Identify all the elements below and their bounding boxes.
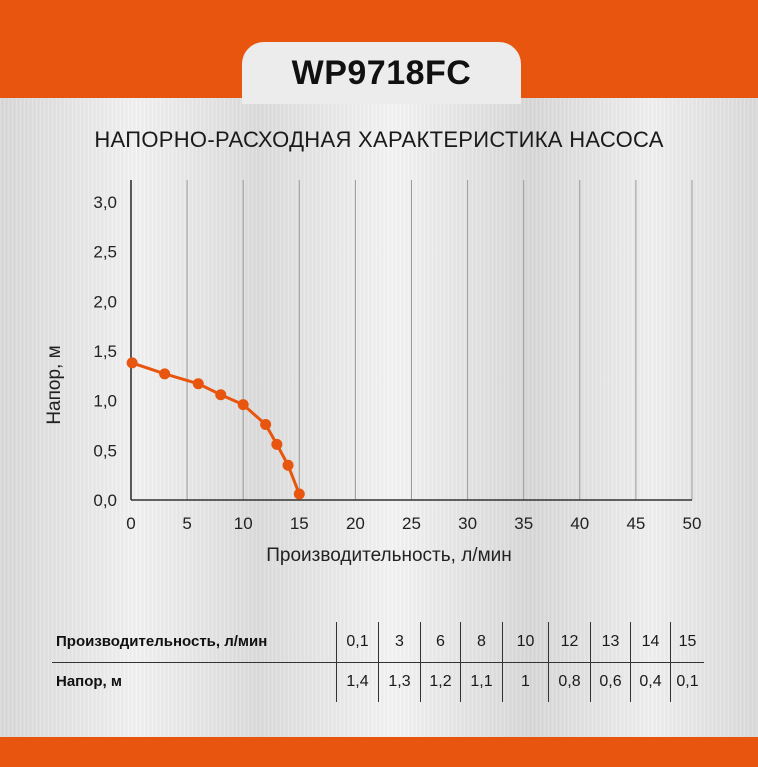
table-cell: 8	[460, 622, 502, 662]
table-row-label: Производительность, л/мин	[56, 633, 268, 650]
x-tick-label: 0	[126, 514, 135, 533]
table-cell: 0,1	[670, 662, 704, 702]
y-axis-label: Напор, м	[44, 345, 65, 424]
x-axis-label: Производительность, л/мин	[266, 545, 512, 566]
data-point	[271, 438, 283, 450]
table-cell: 0,6	[590, 662, 630, 702]
y-tick-label: 0,5	[93, 441, 117, 460]
y-tick-label: 1,5	[93, 342, 117, 361]
table-cell: 13	[590, 622, 630, 662]
y-tick-label: 1,0	[93, 392, 117, 411]
table-cell: 0,4	[630, 662, 670, 702]
table-row-flow: Производительность, л/мин 0,1 3 6 8 10 1…	[52, 622, 704, 662]
bottom-brand-band	[0, 737, 758, 767]
x-tick-label: 35	[514, 514, 533, 533]
table-cell: 15	[670, 622, 704, 662]
performance-table: Производительность, л/мин 0,1 3 6 8 10 1…	[52, 622, 704, 702]
grid-layer	[186, 180, 693, 500]
data-point	[282, 459, 294, 471]
table-cell: 1	[502, 662, 548, 702]
table-cell: 1,1	[460, 662, 502, 702]
series-layer	[126, 357, 305, 500]
table-cell: 10	[502, 622, 548, 662]
table-cell: 0,1	[336, 622, 378, 662]
data-point	[159, 368, 171, 380]
table-cell: 1,2	[420, 662, 460, 702]
data-point	[237, 399, 249, 411]
model-title: WP9718FC	[242, 42, 521, 104]
axis-layer: 0 5 10 15 20 25 30 35 40 45 50 0,0 0,5 1,0 1,5 2,0 2,5 3,…	[93, 180, 701, 533]
brushed-metal-panel	[0, 98, 758, 737]
x-tick-label: 45	[626, 514, 645, 533]
x-tick-label: 10	[234, 514, 253, 533]
table-row-label: Напор, м	[56, 673, 122, 690]
series-line	[131, 361, 301, 495]
table-cell: 1,3	[378, 662, 420, 702]
x-tick-label: 40	[570, 514, 589, 533]
data-point	[293, 488, 305, 500]
y-tick-label: 0,0	[93, 491, 117, 510]
table-row-head: Напор, м 1,4 1,3 1,2 1,1 1 0,8 0,6 0,4 0…	[52, 662, 704, 702]
y-tick-label: 2,0	[93, 292, 117, 311]
data-point	[192, 378, 204, 390]
y-tick-label: 2,5	[93, 243, 117, 262]
x-tick-label: 30	[458, 514, 477, 533]
x-tick-label: 20	[346, 514, 365, 533]
data-point	[126, 357, 138, 369]
x-tick-label: 50	[683, 514, 702, 533]
data-point	[260, 419, 272, 431]
y-tick-label: 3,0	[93, 193, 117, 212]
table-cell: 12	[548, 622, 590, 662]
chart-title: НАПОРНО-РАСХОДНАЯ ХАРАКТЕРИСТИКА НАСОСА	[94, 127, 664, 152]
table-cell: 0,8	[548, 662, 590, 702]
x-tick-label: 25	[402, 514, 421, 533]
data-point	[215, 389, 227, 401]
x-tick-label: 5	[182, 514, 191, 533]
table-cell: 1,4	[336, 662, 378, 702]
table-cell: 6	[420, 622, 460, 662]
table-cell: 14	[630, 622, 670, 662]
x-tick-label: 15	[290, 514, 309, 533]
table-cell: 3	[378, 622, 420, 662]
